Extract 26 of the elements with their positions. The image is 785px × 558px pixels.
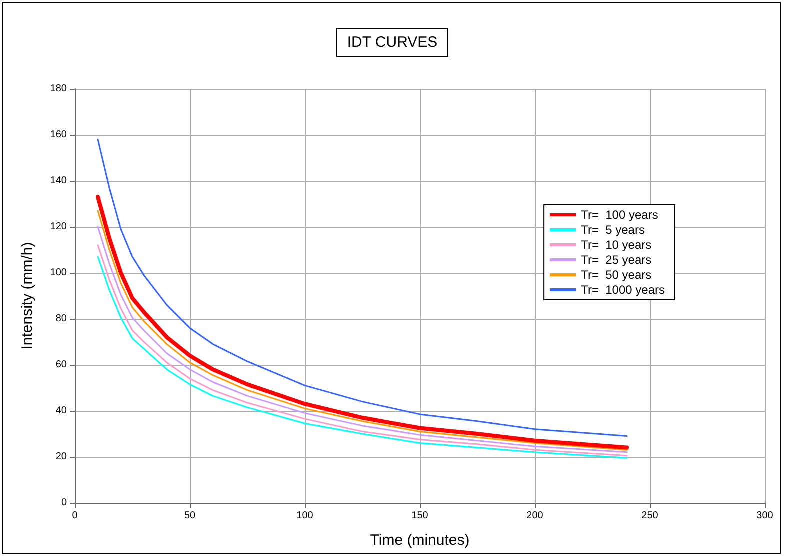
y-tick-label: 20 <box>56 452 68 462</box>
y-tick-label: 60 <box>56 360 68 370</box>
y-tick-label: 160 <box>50 130 68 140</box>
x-tick-label: 0 <box>72 510 78 522</box>
y-tick-label: 100 <box>50 268 68 278</box>
y-axis-title: Intensity (mm/h) <box>19 242 36 350</box>
legend-label: Tr= 25 years <box>581 253 652 267</box>
y-tick-label: 40 <box>56 406 68 416</box>
legend-label: Tr= 50 years <box>581 268 652 282</box>
x-tick-label: 250 <box>642 510 659 522</box>
y-tick-label: 0 <box>61 498 68 508</box>
x-tick-label: 100 <box>296 510 314 522</box>
legend-label: Tr= 1000 years <box>581 283 666 297</box>
x-axis-title: Time (minutes) <box>370 532 470 549</box>
legend-label: Tr= 5 years <box>581 223 645 237</box>
x-tick-label: 150 <box>412 510 429 522</box>
legend-label: Tr= 10 years <box>581 238 652 252</box>
y-tick-label: 140 <box>50 176 68 186</box>
x-tick-label: 50 <box>184 510 196 522</box>
y-tick-label: 80 <box>56 314 68 324</box>
x-tick-label: 300 <box>756 510 774 522</box>
y-tick-label: 120 <box>50 222 68 232</box>
chart-title: IDT CURVES <box>347 34 438 51</box>
x-tick-label: 200 <box>526 510 544 522</box>
legend-label: Tr= 100 years <box>581 208 658 222</box>
y-tick-label: 180 <box>50 84 68 94</box>
